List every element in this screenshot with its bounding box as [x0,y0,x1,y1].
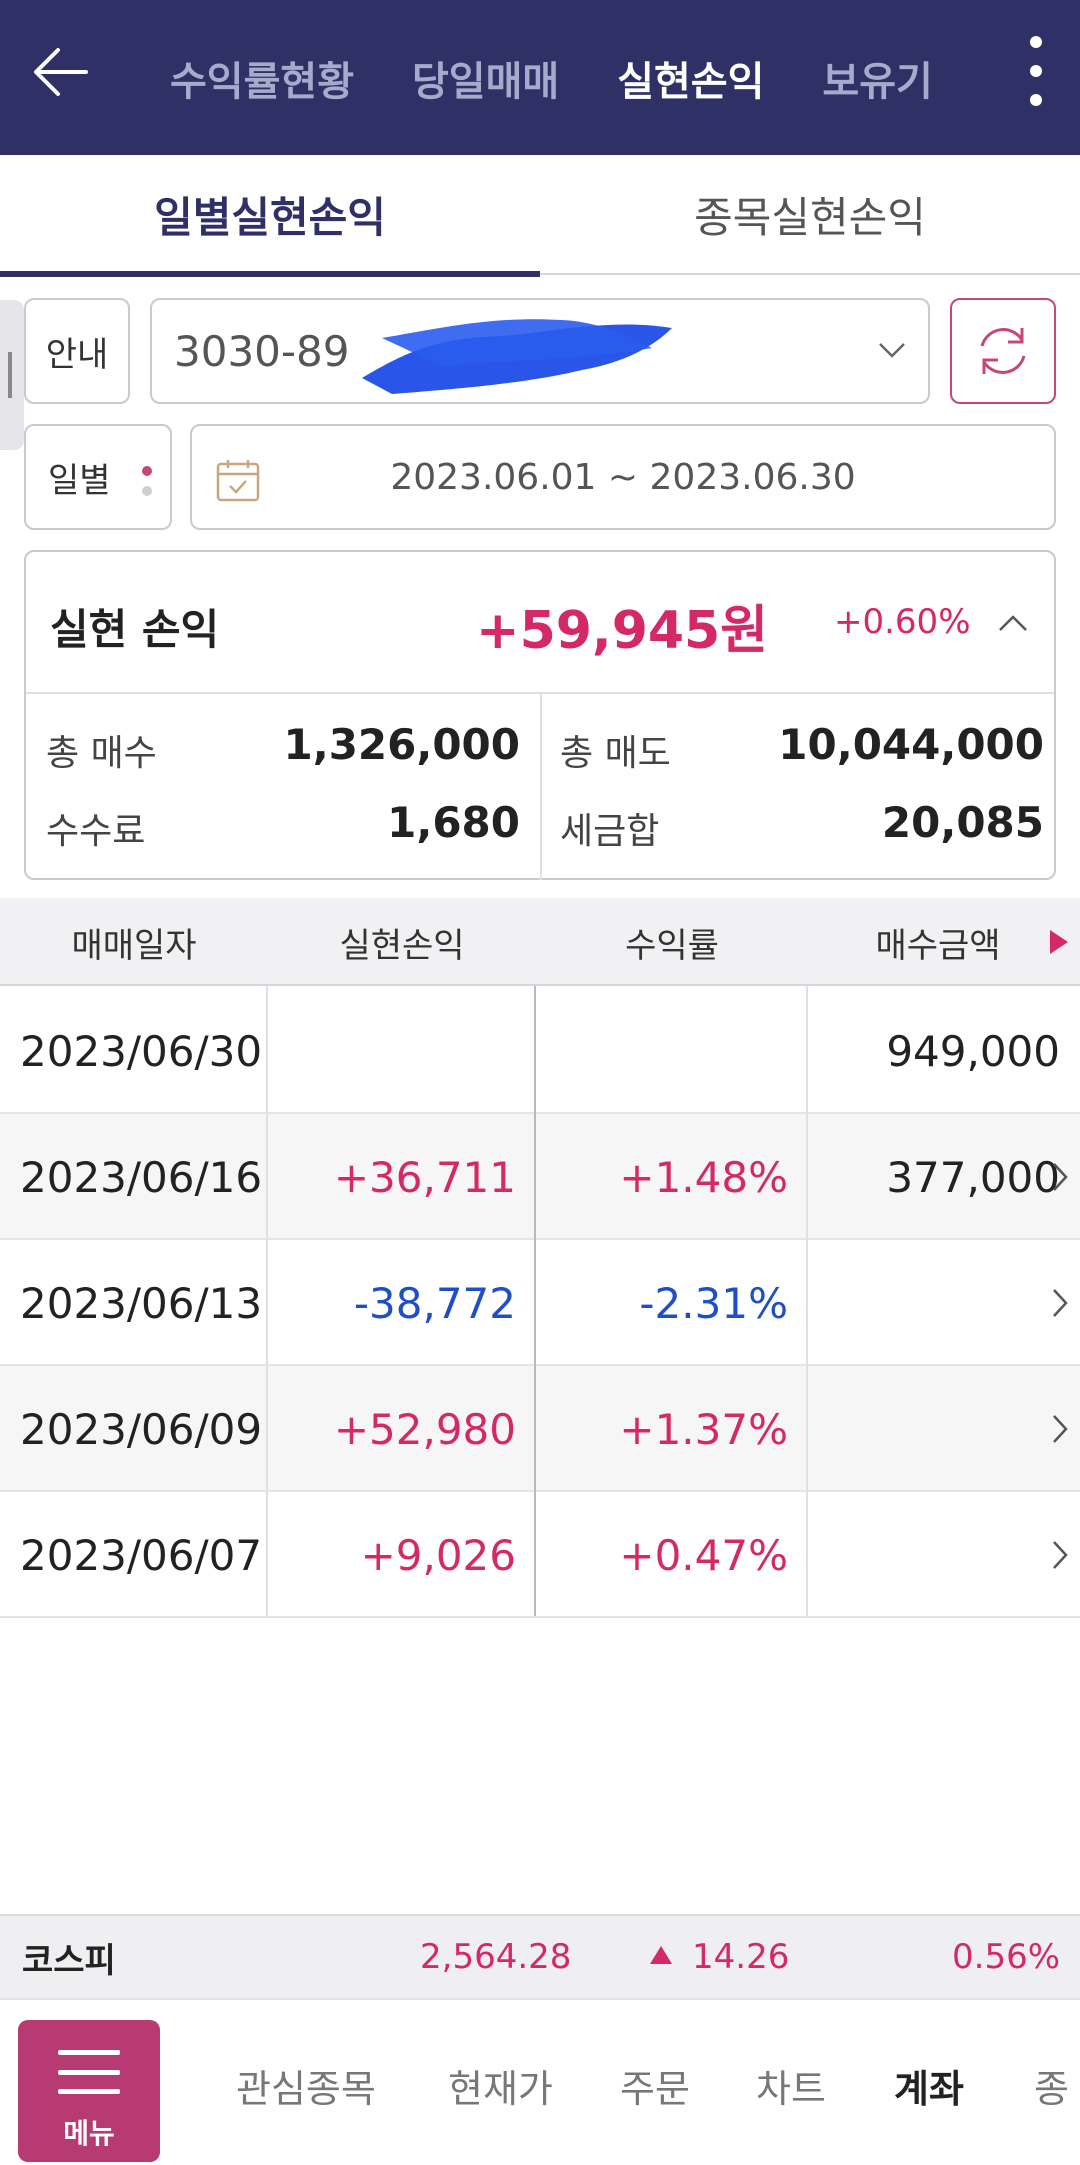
header-trade-date: 매매일자 [71,925,197,966]
side-drawer-handle[interactable] [0,300,24,450]
row-pnl: +36,711 [333,1152,516,1202]
tax-value: 20,085 [881,798,1044,847]
up-triangle-icon [650,1946,672,1964]
summary-details: 총 매수 1,326,000 총 매도 10,044,000 수수료 1,680… [26,694,1054,880]
row-rate [536,988,788,1114]
index-name: 코스피 [22,1940,116,1981]
table-row[interactable]: 2023/06/13 -38,772 -2.31% [0,1240,1080,1366]
row-pnl: -38,772 [353,1278,516,1328]
tab-stock-realized-pnl[interactable]: 종목실현손익 [694,192,926,242]
chevron-right-icon [1053,1163,1068,1191]
table-row[interactable]: 2023/06/09 +52,980 +1.37% [0,1366,1080,1492]
chevron-right-icon [1053,1541,1068,1569]
summary-divider [540,694,542,880]
row-date: 2023/06/09 [20,1404,263,1454]
table-row[interactable]: 2023/06/16 +36,711 +1.48% 377,000 [0,1114,1080,1240]
tab-today-trade[interactable]: 당일매매 [412,58,560,105]
tax-label: 세금합 [560,811,660,852]
header-return-rate: 수익률 [625,925,719,966]
column-divider [266,986,268,1616]
more-options-icon[interactable] [1022,36,1050,106]
row-buy-amount [808,1492,1060,1618]
row-buy-amount: 377,000 [886,1152,1060,1202]
tab-return-status[interactable]: 수익률현황 [170,58,354,105]
nav-chart[interactable]: 차트 [756,2067,826,2111]
hamburger-icon [58,2050,120,2094]
header-buy-amount: 매수금액 [875,925,1001,966]
row-pnl: +52,980 [333,1404,516,1454]
nav-order[interactable]: 주문 [620,2067,690,2111]
summary-header[interactable]: 실현 손익 +59,945원 +0.60% [26,552,1054,694]
row-rate: +1.48% [619,1152,788,1202]
table-header: 매매일자 실현손익 수익률 매수금액 [0,898,1080,986]
period-label: 일별 [48,460,111,501]
summary-amount: +59,945원 [476,601,769,661]
row-rate: -2.31% [639,1278,788,1328]
chevron-up-icon[interactable] [996,606,1030,640]
summary-rate: +0.60% [834,602,971,642]
index-change: 14.26 [692,1937,790,1977]
row-date: 2023/06/30 [20,1026,263,1076]
scroll-right-icon[interactable] [1046,926,1072,958]
date-range-field[interactable]: 2023.06.01 ~ 2023.06.30 [190,424,1056,530]
toggle-dots-icon [142,466,154,496]
column-divider [806,986,808,1616]
index-rate: 0.56% [952,1937,1061,1977]
calendar-icon [216,460,260,502]
row-buy-amount [808,1240,1060,1366]
table-row[interactable]: 2023/06/07 +9,026 +0.47% [0,1492,1080,1618]
info-button[interactable]: 안내 [24,298,130,404]
total-sell-value: 10,044,000 [778,720,1044,769]
menu-label: 메뉴 [63,2117,115,2150]
top-header: 수익률현황 당일매매 실현손익 보유기 [0,0,1080,155]
fee-value: 1,680 [387,798,520,847]
date-range-text: 2023.06.01 ~ 2023.06.30 [390,456,856,498]
bottom-navigation: 메뉴 관심종목 현재가 주문 차트 계좌 종 [0,1998,1080,2165]
market-ticker[interactable]: 코스피 2,564.28 14.26 0.56% [0,1914,1080,1998]
total-buy-value: 1,326,000 [283,720,520,769]
chevron-right-icon [1053,1415,1068,1443]
index-price: 2,564.28 [420,1937,572,1977]
redaction-scribble [362,319,672,394]
nav-more-partial[interactable]: 종 [1034,2067,1069,2111]
table-row[interactable]: 2023/06/30 949,000 [0,988,1080,1114]
row-buy-amount [808,1366,1060,1492]
row-buy-amount: 949,000 [886,1026,1060,1076]
row-rate: +1.37% [619,1404,788,1454]
row-date: 2023/06/07 [20,1530,263,1580]
refresh-button[interactable] [950,298,1056,404]
header-realized-pnl: 실현손익 [339,925,465,966]
tab-holding[interactable]: 보유기 [822,58,933,105]
period-select[interactable]: 일별 [24,424,172,530]
nav-current-price[interactable]: 현재가 [448,2067,553,2111]
row-pnl: +9,026 [360,1530,516,1580]
row-pnl [268,988,516,1114]
realized-pnl-summary: 실현 손익 +59,945원 +0.60% 총 매수 1,326,000 총 매… [24,550,1056,880]
account-number: 3030-89 [174,326,350,376]
chevron-down-icon [879,343,905,358]
account-select[interactable]: 3030-89 [150,298,930,404]
tab-daily-realized-pnl[interactable]: 일별실현손익 [0,155,540,277]
top-tabs: 수익률현황 당일매매 실현손익 보유기 [170,0,991,155]
fee-label: 수수료 [46,811,146,852]
row-date: 2023/06/13 [20,1278,263,1328]
summary-title: 실현 손익 [50,605,220,654]
tab-realized-pnl[interactable]: 실현손익 [617,58,765,105]
nav-account[interactable]: 계좌 [894,2067,964,2111]
sub-tabs: 일별실현손익 종목실현손익 [0,155,1080,277]
total-sell-label: 총 매도 [560,733,671,774]
row-rate: +0.47% [619,1530,788,1580]
nav-watchlist[interactable]: 관심종목 [236,2067,376,2111]
menu-button[interactable]: 메뉴 [18,2020,160,2162]
back-arrow-icon[interactable] [28,40,92,104]
total-buy-label: 총 매수 [46,733,157,774]
refresh-icon [980,328,1026,374]
column-divider [534,986,536,1616]
row-date: 2023/06/16 [20,1152,263,1202]
chevron-right-icon [1053,1289,1068,1317]
